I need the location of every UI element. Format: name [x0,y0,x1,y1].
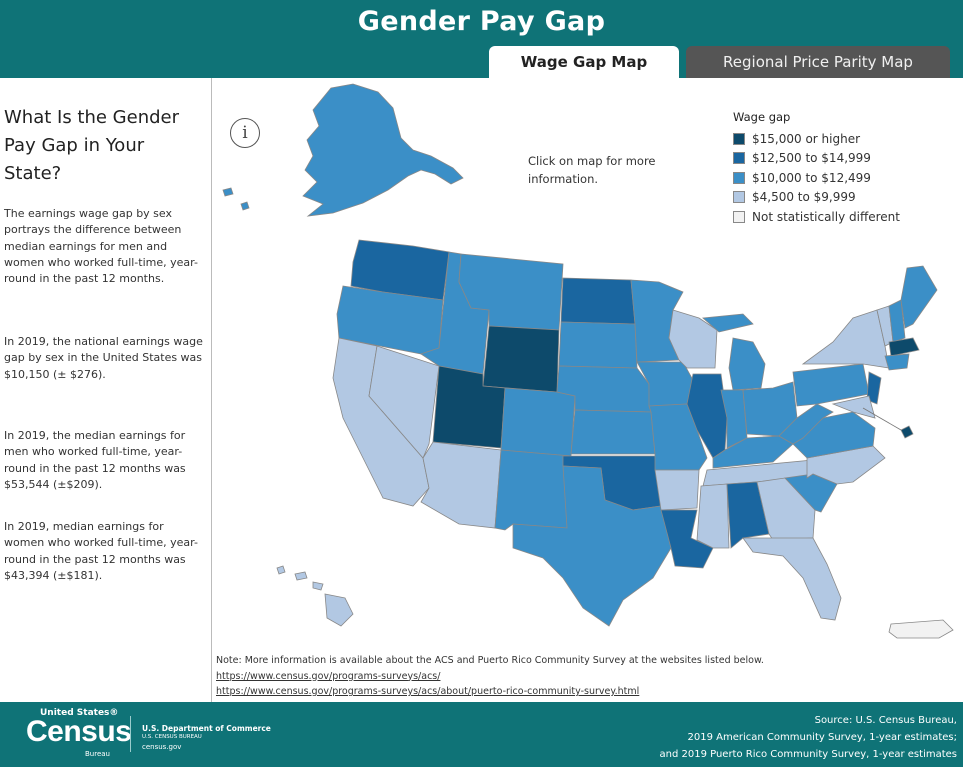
state-new-hampshire[interactable] [888,299,906,343]
dept-line-commerce: U.S. Department of Commerce [142,724,271,733]
state-wisconsin[interactable] [668,309,718,369]
territory-puerto-rico[interactable] [888,619,954,639]
alaska-island-2 [240,201,250,211]
legend-swatch [733,191,745,204]
state-alabama[interactable] [726,481,770,549]
state-north-carolina[interactable] [806,445,886,485]
census-logo-sub: Bureau [85,750,110,758]
sidebar-paragraph-national-gap: In 2019, the national earnings wage gap … [4,335,203,381]
state-mississippi[interactable] [696,483,730,549]
logo-divider [130,716,131,752]
legend-swatch [733,171,745,184]
state-new-jersey[interactable] [866,371,882,405]
state-connecticut-ri[interactable] [884,353,910,371]
state-kansas[interactable] [570,409,656,455]
legend-swatch [733,152,745,165]
state-new-york[interactable] [801,309,890,369]
dept-line-website[interactable]: census.gov [142,743,182,751]
page-title: Gender Pay Gap [357,6,606,37]
note-text: Note: More information is available abou… [216,655,764,666]
sidebar-paragraph-men-earnings: In 2019, the median earnings for men who… [4,429,186,491]
state-michigan[interactable] [728,337,766,391]
source-citation: Source: U.S. Census Bureau, 2019 America… [557,712,957,763]
legend-swatch [733,210,745,223]
legend-item-15000-plus[interactable]: $15,000 or higher [733,129,953,149]
legend-swatch [733,132,745,145]
header-bar: Gender Pay Gap Wage Gap Map Regional Pri… [0,0,963,78]
legend-item-4500-9999[interactable]: $4,500 to $9,999 [733,188,953,208]
state-florida[interactable] [742,537,842,621]
dept-line-bureau: U.S. CENSUS BUREAU [142,734,202,740]
legend-title: Wage gap [733,110,791,124]
dc-leader-line [862,407,902,431]
map-legend: Wage gap $15,000 or higher $12,500 to $1… [733,110,953,227]
info-icon[interactable]: i [230,118,260,148]
state-west-virginia[interactable] [778,403,834,445]
sidebar-heading: What Is the Gender Pay Gap in Your State… [4,107,180,184]
state-michigan-upper[interactable] [702,313,754,333]
state-texas[interactable] [512,465,672,627]
sidebar: What Is the Gender Pay Gap in Your State… [0,78,212,702]
source-line-3: and 2019 Puerto Rico Community Survey, 1… [659,749,957,760]
sidebar-paragraph-definition: The earnings wage gap by sex portrays th… [4,207,198,286]
census-logo-top: United States® [40,708,119,718]
legend-label: $15,000 or higher [752,131,861,146]
footer-bar: United States® Census Bureau U.S. Depart… [0,702,963,767]
state-louisiana[interactable] [660,509,714,569]
state-south-dakota[interactable] [558,321,638,369]
state-colorado[interactable] [500,387,576,457]
state-nevada[interactable] [368,345,440,459]
state-pennsylvania[interactable] [792,363,870,407]
tab-wage-gap-map[interactable]: Wage Gap Map [489,46,679,78]
state-maryland-delaware[interactable] [831,395,876,419]
state-arkansas[interactable] [654,469,700,511]
state-wyoming[interactable] [482,325,560,393]
us-wage-gap-map[interactable] [213,78,963,702]
state-massachusetts[interactable] [888,337,920,357]
state-north-dakota[interactable] [560,277,636,325]
legend-label: $4,500 to $9,999 [752,190,856,205]
alaska-island-1 [222,187,234,197]
state-new-mexico[interactable] [494,449,572,531]
state-arizona[interactable] [420,441,502,529]
legend-item-12500-14999[interactable]: $12,500 to $14,999 [733,149,953,169]
state-dc-marker[interactable] [900,425,914,439]
map-note: Note: More information is available abou… [216,653,956,700]
sidebar-paragraph-women-earnings: In 2019, median earnings for women who w… [4,520,198,582]
legend-label: $10,000 to $12,499 [752,170,871,185]
tab-regional-price-parity-map[interactable]: Regional Price Parity Map [686,46,950,78]
state-maine[interactable] [900,265,938,329]
link-prcs[interactable]: https://www.census.gov/programs-surveys/… [216,686,640,697]
map-panel: i Click on map for more information. Wag… [213,78,963,702]
state-hawaii[interactable] [276,565,354,627]
census-logo[interactable]: Census [26,715,132,748]
source-line-2: 2019 American Community Survey, 1-year e… [687,732,957,743]
legend-item-10000-12499[interactable]: $10,000 to $12,499 [733,168,953,188]
state-montana[interactable] [458,253,564,331]
legend-label: $12,500 to $14,999 [752,151,871,166]
legend-label: Not statistically different [752,209,900,224]
state-alaska[interactable] [302,83,464,217]
legend-item-not-significant[interactable]: Not statistically different [733,207,953,227]
source-line-1: Source: U.S. Census Bureau, [814,715,957,726]
click-hint-text: Click on map for more information. [528,154,656,186]
link-acs[interactable]: https://www.census.gov/programs-surveys/… [216,670,441,682]
